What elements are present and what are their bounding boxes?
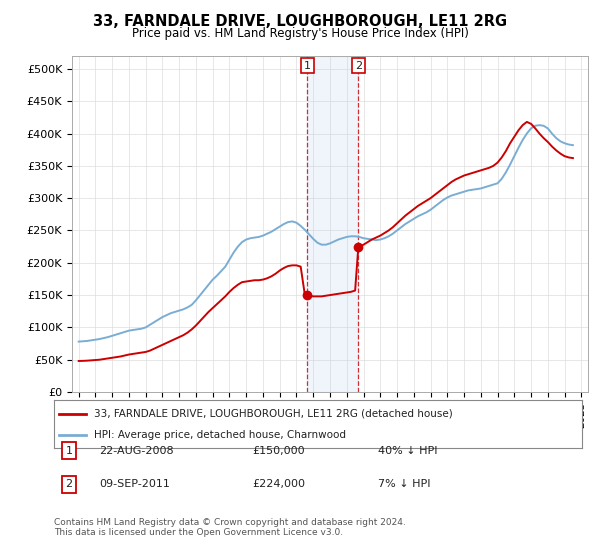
Text: 33, FARNDALE DRIVE, LOUGHBOROUGH, LE11 2RG (detached house): 33, FARNDALE DRIVE, LOUGHBOROUGH, LE11 2… xyxy=(94,409,452,419)
Text: 2: 2 xyxy=(355,60,362,71)
Text: 1: 1 xyxy=(65,446,73,456)
Text: HPI: Average price, detached house, Charnwood: HPI: Average price, detached house, Char… xyxy=(94,430,346,440)
Text: Contains HM Land Registry data © Crown copyright and database right 2024.
This d: Contains HM Land Registry data © Crown c… xyxy=(54,518,406,538)
Text: 40% ↓ HPI: 40% ↓ HPI xyxy=(378,446,437,456)
Text: 2: 2 xyxy=(65,479,73,489)
Text: 09-SEP-2011: 09-SEP-2011 xyxy=(99,479,170,489)
Text: 7% ↓ HPI: 7% ↓ HPI xyxy=(378,479,431,489)
Text: £224,000: £224,000 xyxy=(252,479,305,489)
Bar xyxy=(307,56,358,392)
Text: 33, FARNDALE DRIVE, LOUGHBOROUGH, LE11 2RG: 33, FARNDALE DRIVE, LOUGHBOROUGH, LE11 2… xyxy=(93,14,507,29)
Text: 22-AUG-2008: 22-AUG-2008 xyxy=(99,446,173,456)
Text: Price paid vs. HM Land Registry's House Price Index (HPI): Price paid vs. HM Land Registry's House … xyxy=(131,27,469,40)
Text: 1: 1 xyxy=(304,60,311,71)
Text: £150,000: £150,000 xyxy=(252,446,305,456)
